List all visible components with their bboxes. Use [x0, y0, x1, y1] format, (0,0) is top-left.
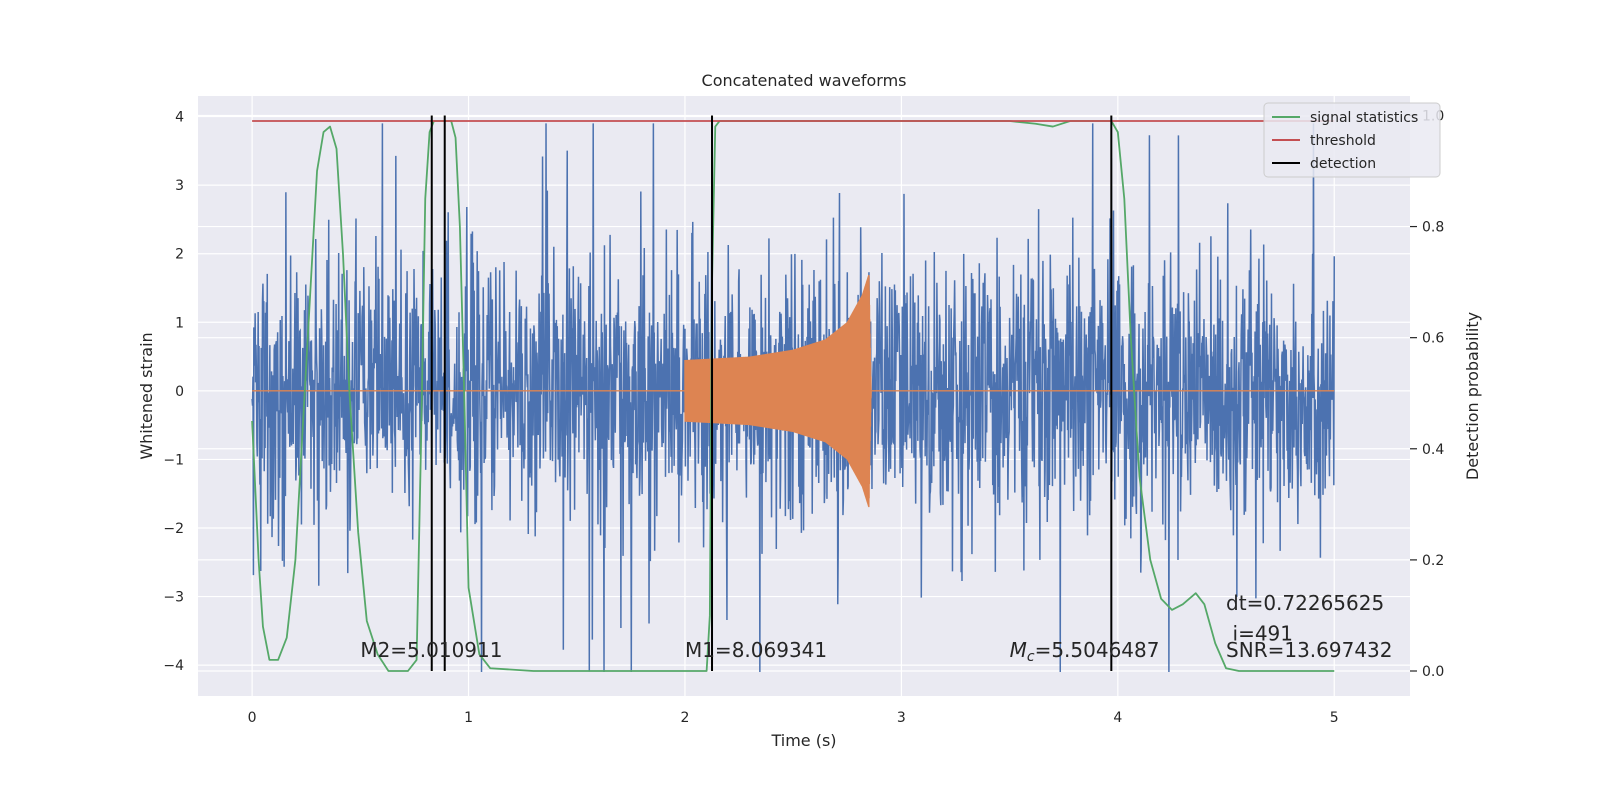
y-tick-label: −3 — [163, 590, 184, 606]
y-tick-label: −1 — [163, 452, 184, 468]
annotations: M2=5.010911 M1=8.069341 Mc=5.5046487 dt=0.7… — [360, 591, 1392, 665]
x-tick-label: 1 — [464, 710, 473, 726]
y-tick-label: 3 — [175, 178, 184, 194]
y-right-tick-label: 0.8 — [1422, 220, 1444, 236]
y-right-axis-label: Detection probability — [1463, 312, 1482, 480]
x-tick-label: 4 — [1113, 710, 1122, 726]
y-tick-label: 0 — [175, 384, 184, 400]
annotation-text: i=491 — [1233, 621, 1294, 645]
legend-label: signal statistics — [1310, 110, 1418, 126]
y-right-tick-label: 0.2 — [1422, 553, 1444, 569]
legend-label: detection — [1310, 156, 1376, 172]
legend: signal statistics threshold detection — [1263, 102, 1441, 178]
y-right-tick-label: 0.4 — [1422, 442, 1444, 458]
x-axis-label: Time (s) — [770, 731, 836, 750]
y-tick-label: 4 — [175, 110, 184, 126]
y-tick-label: 1 — [175, 315, 184, 331]
signal-statistics-line — [251, 120, 1335, 672]
annotation-text: SNR=13.697432 — [1226, 638, 1392, 662]
y-tick-label: −4 — [163, 658, 184, 674]
legend-label: threshold — [1310, 133, 1376, 149]
y-tick-label: −2 — [163, 521, 184, 537]
x-tick-label: 3 — [897, 710, 906, 726]
series-layer — [251, 115, 1335, 673]
y-right-tick-label: 0.6 — [1422, 331, 1444, 347]
annotation-text: M1=8.069341 — [685, 638, 827, 662]
chart-title: Concatenated waveforms — [702, 71, 907, 90]
x-tick-label: 2 — [681, 710, 690, 726]
annotation-text: dt=0.72265625 — [1226, 591, 1384, 615]
template-series — [252, 275, 1335, 508]
x-tick-label: 0 — [248, 710, 257, 726]
y-axis-label: Whitened strain — [137, 332, 156, 459]
y-tick-label: 2 — [175, 247, 184, 263]
legend-box — [1263, 102, 1441, 178]
x-tick-label: 5 — [1330, 710, 1339, 726]
annotation-text: Mc=5.5046487 — [1010, 638, 1160, 665]
y-right-tick-label: 0.0 — [1422, 664, 1444, 680]
annotation-text: M2=5.010911 — [360, 638, 502, 662]
